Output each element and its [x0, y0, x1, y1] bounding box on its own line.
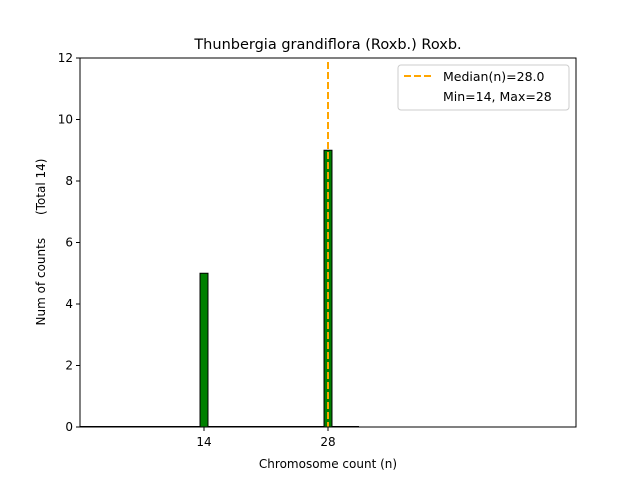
legend-entry-median: Median(n)=28.0 — [443, 69, 544, 84]
plot-area-frame — [79, 57, 577, 428]
y-tick-label: 8 — [65, 174, 73, 188]
x-tick-label: 28 — [320, 435, 335, 449]
y-tick-label: 0 — [65, 420, 73, 434]
y-tick-label: 2 — [65, 359, 73, 373]
y-tick-label: 10 — [58, 113, 73, 127]
chart-title: Thunbergia grandiflora (Roxb.) Roxb. — [193, 37, 461, 53]
y-axis-label: Num of counts (Total 14) — [34, 159, 48, 326]
legend: Median(n)=28.0 Min=14, Max=28 — [397, 64, 570, 111]
legend-box — [397, 64, 570, 111]
histogram-bar — [199, 272, 209, 428]
x-tick-label: 14 — [196, 435, 211, 449]
x-axis-label: Chromosome count (n) — [259, 457, 397, 471]
y-tick-label: 12 — [58, 51, 73, 65]
y-tick-label: 4 — [65, 297, 73, 311]
legend-entry-minmax: Min=14, Max=28 — [443, 89, 552, 104]
y-tick-label: 6 — [65, 236, 73, 250]
